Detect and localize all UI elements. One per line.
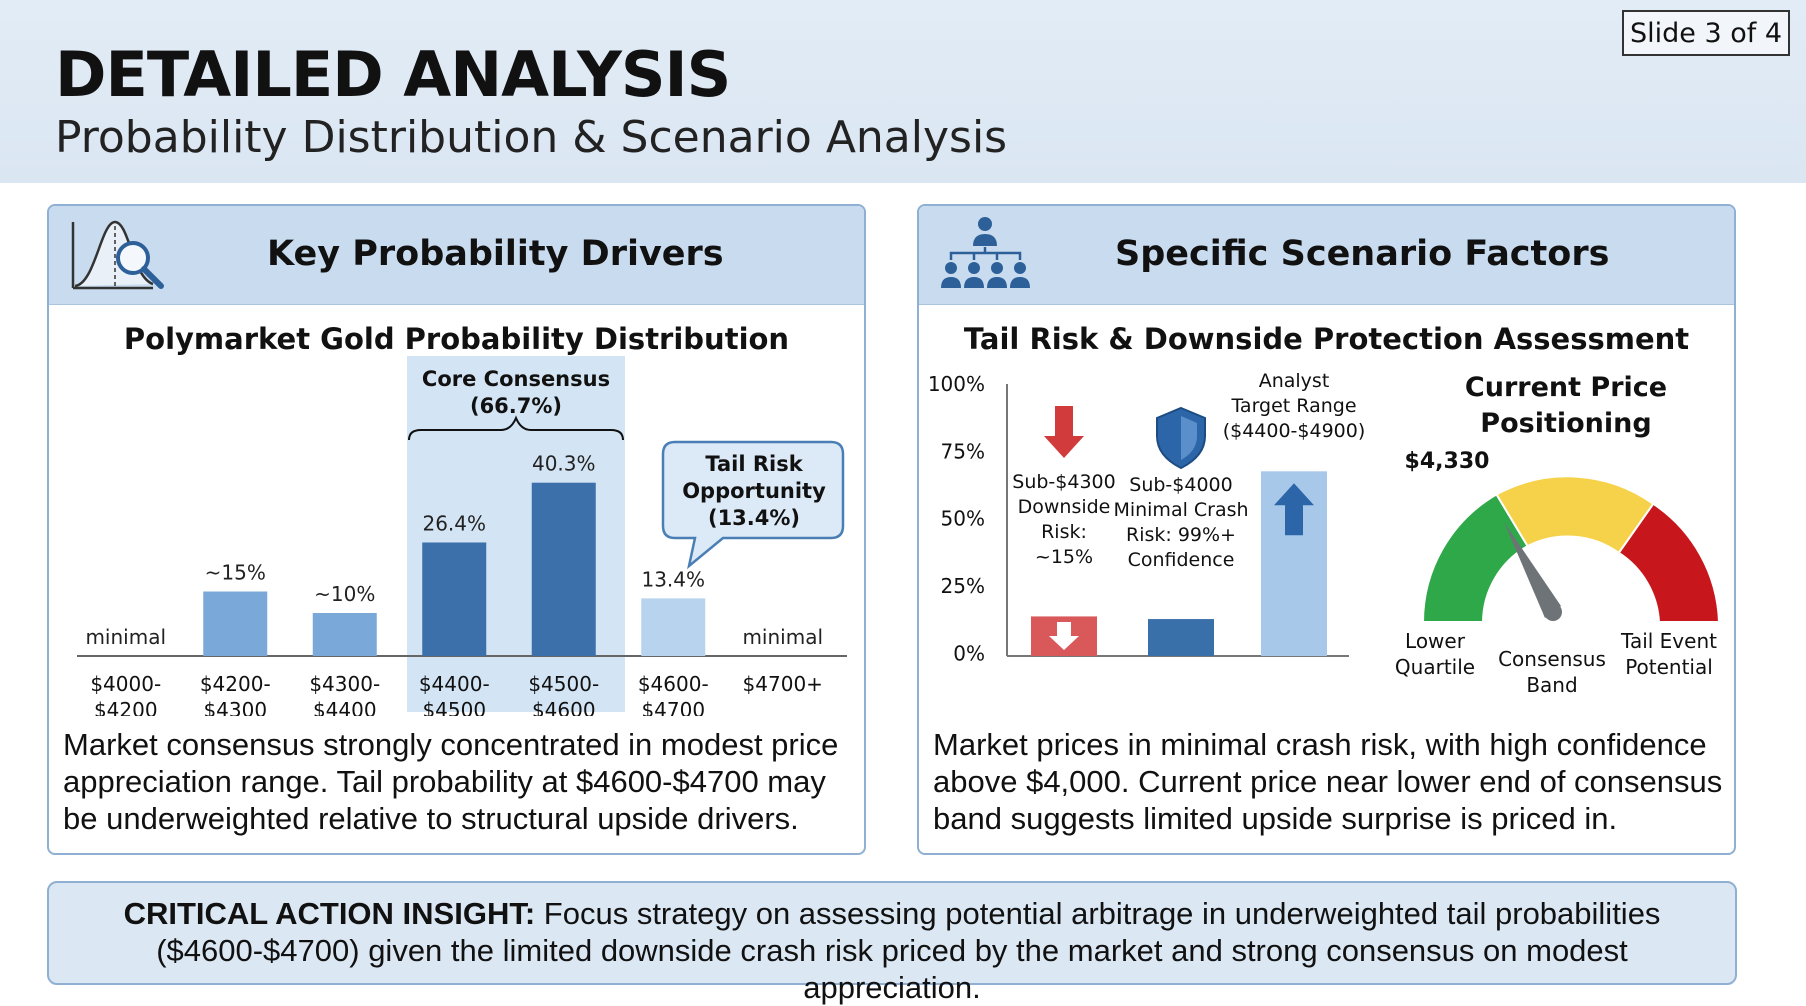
down-arrow-icon xyxy=(1044,406,1084,458)
distribution-magnifier-icon xyxy=(71,220,164,290)
gauge-needle xyxy=(1504,522,1561,618)
gauge-label-consensus-2: Band xyxy=(1526,673,1577,697)
scenario-label-0-0: Sub-$4300 xyxy=(1012,471,1115,493)
gauge-title-line-2: Positioning xyxy=(1480,408,1651,439)
bar-value-label-6: minimal xyxy=(742,625,823,649)
bar-value-label-4: 40.3% xyxy=(532,452,596,476)
gauge-needle-hub xyxy=(1544,603,1562,621)
right-panel-title: Specific Scenario Factors xyxy=(1115,234,1610,274)
bar-value-label-1: ~15% xyxy=(205,561,266,585)
shield-highlight xyxy=(1181,416,1197,460)
bar-3 xyxy=(422,542,487,656)
category-label-2-b: $4400 xyxy=(313,698,377,716)
category-label-3-b: $4500 xyxy=(422,698,486,716)
bar-4 xyxy=(531,482,596,656)
critical-insight-box: CRITICAL ACTION INSIGHT: Focus strategy … xyxy=(47,881,1737,1005)
gauge-label-tail-2: Potential xyxy=(1625,655,1713,679)
left-chart-title: Polymarket Gold Probability Distribution xyxy=(123,322,790,356)
tail-risk-chart: 100% 75% 50% 25% 0% Sub-$4300 Downside Risk: ~1… xyxy=(928,370,1366,665)
gauge-label-consensus-1: Consensus xyxy=(1498,647,1606,671)
left-panel: Key Probability Drivers Polymarket Gold … xyxy=(47,204,866,855)
callout-line-1: Tail Risk xyxy=(705,452,803,476)
scenario-label-1-3: Confidence xyxy=(1128,549,1235,571)
callout-line-2: Opportunity xyxy=(682,479,826,503)
scenario-bar-1 xyxy=(1148,619,1214,656)
price-gauge: Current Price Positioning $4,330 Lower Q… xyxy=(1395,372,1721,697)
scenario-label-2-0: Analyst xyxy=(1259,370,1330,392)
right-chart-title: Tail Risk & Downside Protection Assessme… xyxy=(963,322,1690,356)
org-hierarchy-icon xyxy=(941,217,1030,288)
category-label-4-a: $4500- xyxy=(528,672,599,696)
up-arrow-icon xyxy=(1274,483,1314,536)
bar-2 xyxy=(312,613,377,656)
gauge-label-lower-1: Lower xyxy=(1405,629,1466,653)
left-panel-title: Key Probability Drivers xyxy=(267,234,724,274)
scenario-label-1-0: Sub-$4000 xyxy=(1129,474,1232,496)
left-panel-header: Key Probability Drivers xyxy=(49,206,864,305)
bar-value-label-3: 26.4% xyxy=(422,511,486,535)
right-panel-header: Specific Scenario Factors xyxy=(919,206,1734,305)
category-label-5-a: $4600- xyxy=(638,672,709,696)
callout-line-3: (13.4%) xyxy=(708,506,800,530)
right-panel: Specific Scenario Factors Tail Risk & Do… xyxy=(917,204,1736,855)
scenario-label-2-1: Target Range xyxy=(1230,395,1356,417)
category-label-0-a: $4000- xyxy=(90,672,161,696)
y-tick-label-4: 0% xyxy=(953,641,985,665)
y-tick-label-1: 75% xyxy=(941,439,985,463)
y-tick-label-3: 25% xyxy=(941,574,985,598)
gauge-label-tail-1: Tail Event xyxy=(1620,629,1717,653)
right-panel-description: Market prices in minimal crash risk, wit… xyxy=(933,727,1723,836)
y-tick-label-2: 50% xyxy=(941,507,985,531)
y-tick-label-0: 100% xyxy=(928,372,985,396)
scenario-label-2-2: ($4400-$4900) xyxy=(1223,420,1366,442)
probability-distribution-chart: Core Consensus (66.7%) Tail Risk Opportu… xyxy=(77,356,847,716)
category-label-5-b: $4700 xyxy=(641,698,705,716)
scenario-label-0-1: Downside xyxy=(1018,496,1111,518)
category-label-2-a: $4300- xyxy=(309,672,380,696)
scenario-label-1-1: Minimal Crash xyxy=(1113,499,1248,521)
tail-risk-callout: Tail Risk Opportunity (13.4%) xyxy=(661,440,845,570)
page-subtitle: Probability Distribution & Scenario Anal… xyxy=(55,112,1008,163)
scenario-label-1-2: Risk: 99%+ xyxy=(1126,524,1236,546)
slide-indicator: Slide 3 of 4 xyxy=(1622,10,1790,56)
left-panel-description: Market consensus strongly concentrated i… xyxy=(63,727,839,836)
header-band: DETAILED ANALYSIS Probability Distributi… xyxy=(0,0,1806,183)
consensus-bracket xyxy=(408,415,624,441)
current-price-label: $4,330 xyxy=(1405,449,1490,474)
bar-value-label-0: minimal xyxy=(85,625,166,649)
bar-down-arrow-icon xyxy=(1049,622,1079,650)
gauge-label-lower-2: Quartile xyxy=(1395,655,1475,679)
gauge-title-line-1: Current Price xyxy=(1465,372,1667,403)
core-consensus-label: Core Consensus xyxy=(422,367,610,391)
page-title: DETAILED ANALYSIS xyxy=(55,38,731,111)
scenario-label-0-2: Risk: xyxy=(1041,521,1087,543)
category-label-4-b: $4600 xyxy=(532,698,596,716)
scenario-label-0-3: ~15% xyxy=(1035,546,1093,568)
insight-text: Focus strategy on assessing potential ar… xyxy=(156,896,1661,1005)
core-consensus-percent: (66.7%) xyxy=(470,394,562,418)
category-label-1-a: $4200- xyxy=(200,672,271,696)
bar-1 xyxy=(203,591,268,656)
category-label-0-b: $4200 xyxy=(94,698,158,716)
bar-value-label-2: ~10% xyxy=(314,582,375,606)
category-label-6-a: $4700+ xyxy=(743,672,823,696)
category-label-1-b: $4300 xyxy=(203,698,267,716)
bar-value-label-5: 13.4% xyxy=(641,567,705,591)
category-label-3-a: $4400- xyxy=(419,672,490,696)
insight-label: CRITICAL ACTION INSIGHT: xyxy=(123,896,536,931)
gauge-zone-tail xyxy=(1617,502,1721,623)
bar-5 xyxy=(641,598,706,656)
